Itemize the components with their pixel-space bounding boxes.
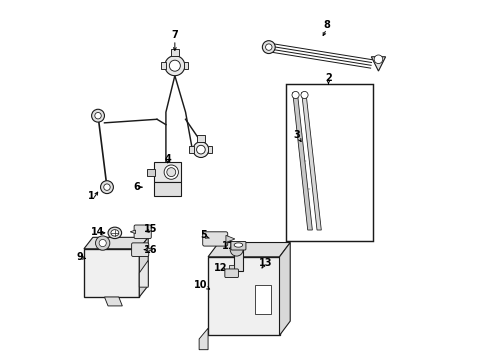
FancyBboxPatch shape: [134, 225, 151, 239]
Ellipse shape: [111, 230, 119, 236]
Circle shape: [230, 243, 243, 256]
Bar: [154, 182, 181, 196]
Bar: [189, 146, 193, 153]
Polygon shape: [199, 328, 207, 350]
FancyBboxPatch shape: [224, 269, 238, 278]
Bar: [161, 62, 165, 69]
Polygon shape: [225, 235, 234, 243]
Bar: [147, 168, 155, 176]
Polygon shape: [207, 257, 279, 336]
Text: 2: 2: [325, 73, 331, 83]
Bar: [229, 265, 234, 274]
Polygon shape: [139, 260, 148, 287]
Polygon shape: [279, 243, 290, 336]
Polygon shape: [292, 93, 312, 230]
Bar: [154, 162, 181, 182]
Circle shape: [164, 56, 184, 76]
Text: 3: 3: [292, 130, 299, 140]
Text: 10: 10: [194, 280, 207, 291]
Bar: [184, 62, 188, 69]
Bar: [234, 244, 242, 271]
Circle shape: [103, 184, 110, 190]
Text: 13: 13: [258, 258, 271, 268]
Ellipse shape: [164, 165, 178, 179]
Ellipse shape: [166, 168, 175, 177]
FancyBboxPatch shape: [230, 242, 245, 250]
Text: 7: 7: [171, 30, 178, 40]
Bar: [207, 146, 212, 153]
Polygon shape: [370, 57, 385, 71]
Circle shape: [373, 55, 382, 64]
Polygon shape: [130, 230, 135, 234]
Ellipse shape: [108, 227, 122, 239]
Circle shape: [262, 41, 275, 54]
Polygon shape: [207, 243, 290, 257]
Polygon shape: [301, 93, 321, 230]
Bar: [254, 285, 270, 314]
Circle shape: [95, 236, 110, 250]
Circle shape: [265, 44, 271, 50]
Ellipse shape: [234, 243, 242, 247]
Text: 12: 12: [213, 262, 226, 273]
Polygon shape: [84, 237, 148, 249]
Bar: [285, 84, 372, 241]
Polygon shape: [147, 248, 152, 251]
Circle shape: [91, 109, 104, 122]
Text: 11: 11: [221, 241, 235, 251]
Circle shape: [291, 91, 299, 99]
Circle shape: [99, 239, 106, 247]
Circle shape: [95, 112, 101, 119]
Text: 14: 14: [90, 227, 104, 237]
Bar: [196, 135, 205, 143]
Text: 16: 16: [144, 245, 157, 255]
Polygon shape: [84, 249, 139, 297]
FancyBboxPatch shape: [203, 232, 227, 246]
Circle shape: [196, 145, 205, 154]
Text: 5: 5: [200, 230, 206, 240]
Text: 9: 9: [76, 252, 82, 262]
Text: 1: 1: [88, 191, 95, 201]
Circle shape: [193, 142, 208, 157]
Circle shape: [300, 91, 307, 99]
Text: 4: 4: [164, 154, 171, 163]
Text: 6: 6: [133, 182, 140, 192]
Bar: [170, 49, 179, 57]
FancyBboxPatch shape: [131, 243, 148, 256]
Polygon shape: [104, 297, 122, 306]
Text: 15: 15: [144, 224, 157, 234]
Circle shape: [169, 60, 180, 71]
Text: 8: 8: [323, 19, 329, 30]
Circle shape: [101, 181, 113, 194]
Polygon shape: [139, 237, 148, 297]
